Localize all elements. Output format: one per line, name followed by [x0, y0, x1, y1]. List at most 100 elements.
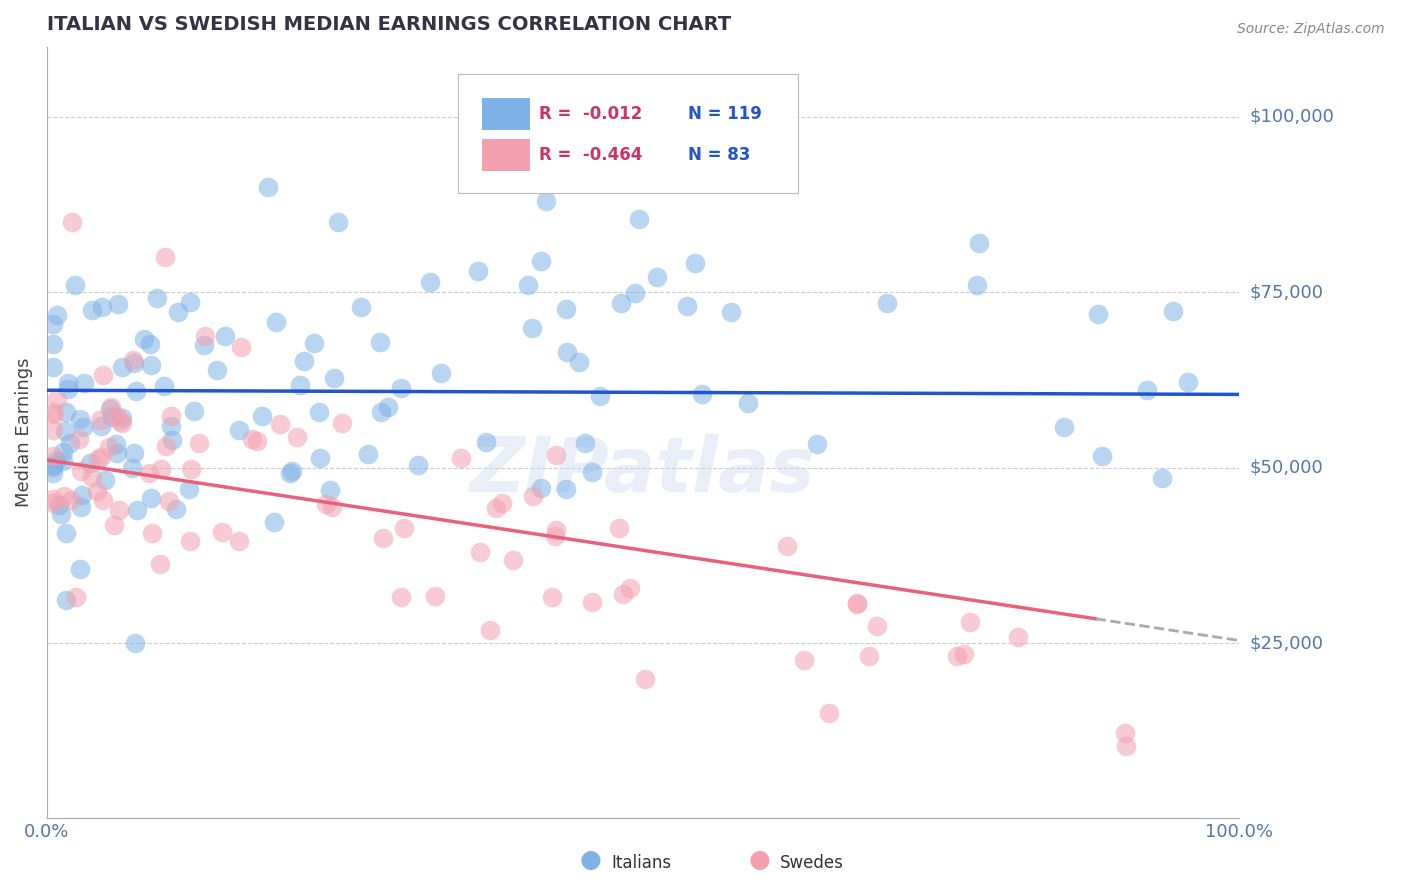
Point	[817, 706, 839, 721]
Point	[246, 434, 269, 449]
Point	[42, 496, 65, 510]
Point	[264, 316, 287, 330]
Point	[69, 561, 91, 575]
Point	[52, 454, 75, 468]
Point	[257, 180, 280, 194]
Text: ITALIAN VS SWEDISH MEDIAN EARNINGS CORRELATION CHART: ITALIAN VS SWEDISH MEDIAN EARNINGS CORRE…	[46, 15, 731, 34]
Point	[322, 371, 344, 385]
Point	[229, 340, 252, 354]
Point	[612, 587, 634, 601]
Point	[79, 456, 101, 470]
Text: ZIPatlas: ZIPatlas	[470, 434, 815, 508]
Point	[42, 318, 65, 332]
Point	[945, 648, 967, 663]
Point	[122, 445, 145, 459]
Point	[1114, 726, 1136, 740]
Point	[194, 329, 217, 343]
Point	[619, 581, 641, 595]
Point	[450, 450, 472, 465]
Point	[91, 300, 114, 314]
FancyBboxPatch shape	[482, 97, 530, 130]
Point	[55, 525, 77, 540]
Point	[55, 593, 77, 607]
Point	[42, 467, 65, 481]
Text: Italians: Italians	[612, 855, 672, 872]
Point	[67, 432, 90, 446]
Point	[125, 384, 148, 398]
Point	[69, 412, 91, 426]
Point	[370, 405, 392, 419]
Point	[90, 450, 112, 464]
Point	[1090, 449, 1112, 463]
Point	[111, 411, 134, 425]
Point	[139, 491, 162, 505]
Point	[876, 295, 898, 310]
Point	[42, 450, 65, 464]
Point	[309, 450, 332, 465]
Point	[269, 417, 291, 432]
Point	[315, 497, 337, 511]
Point	[806, 436, 828, 450]
Point	[42, 407, 65, 421]
Point	[287, 430, 309, 444]
Point	[91, 368, 114, 383]
Point	[124, 636, 146, 650]
Point	[377, 400, 399, 414]
Point	[634, 672, 657, 686]
Point	[91, 492, 114, 507]
Point	[321, 500, 343, 514]
Point	[776, 539, 799, 553]
Point	[89, 413, 111, 427]
Point	[80, 470, 103, 484]
Point	[544, 528, 567, 542]
Point	[139, 359, 162, 373]
Point	[319, 483, 342, 497]
Point	[72, 419, 94, 434]
Point	[581, 594, 603, 608]
Point	[86, 483, 108, 498]
Point	[1115, 739, 1137, 754]
Point	[373, 531, 395, 545]
Point	[544, 448, 567, 462]
Point	[42, 405, 65, 419]
Point	[103, 518, 125, 533]
Point	[720, 305, 742, 319]
Point	[42, 359, 65, 374]
Y-axis label: Median Earnings: Median Earnings	[15, 358, 32, 508]
Point	[392, 521, 415, 535]
Point	[105, 409, 128, 423]
Point	[478, 623, 501, 637]
Point	[250, 409, 273, 423]
Point	[108, 503, 131, 517]
Point	[183, 404, 205, 418]
Point	[589, 389, 612, 403]
Text: R =  -0.464: R = -0.464	[538, 145, 643, 164]
Point	[419, 275, 441, 289]
Point	[104, 437, 127, 451]
Point	[368, 335, 391, 350]
Point	[389, 381, 412, 395]
Point	[530, 254, 553, 268]
Text: $50,000: $50,000	[1250, 458, 1323, 476]
Point	[97, 440, 120, 454]
Point	[645, 269, 668, 284]
Point	[53, 490, 76, 504]
Point	[149, 557, 172, 571]
Point	[60, 492, 83, 507]
Point	[107, 297, 129, 311]
Point	[42, 423, 65, 437]
Point	[292, 354, 315, 368]
Point	[138, 466, 160, 480]
Point	[467, 264, 489, 278]
Point	[683, 256, 706, 270]
Point	[162, 434, 184, 448]
Point	[423, 590, 446, 604]
Point	[70, 488, 93, 502]
Point	[624, 286, 647, 301]
Point	[555, 302, 578, 317]
Point	[610, 296, 633, 310]
Point	[574, 436, 596, 450]
Point	[150, 462, 173, 476]
Text: $75,000: $75,000	[1250, 284, 1324, 301]
Point	[155, 250, 177, 264]
